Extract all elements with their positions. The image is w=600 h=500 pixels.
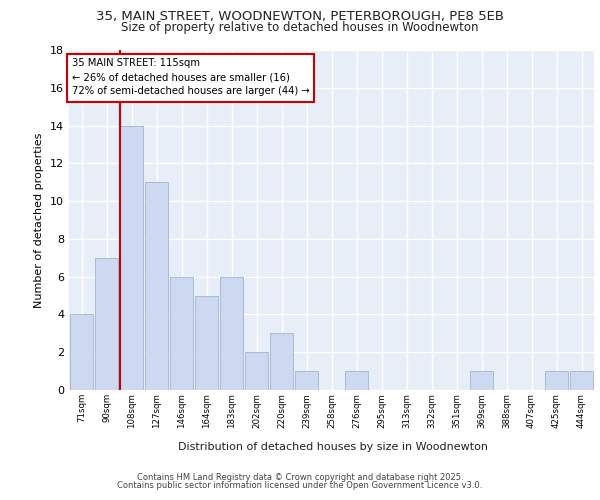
Bar [344,371,368,390]
Bar [269,334,293,390]
Bar [70,314,94,390]
Bar [119,126,143,390]
Y-axis label: Number of detached properties: Number of detached properties [34,132,44,308]
Text: Distribution of detached houses by size in Woodnewton: Distribution of detached houses by size … [178,442,488,452]
Bar [170,276,193,390]
Bar [220,276,244,390]
Bar [545,371,568,390]
Bar [95,258,118,390]
Text: Size of property relative to detached houses in Woodnewton: Size of property relative to detached ho… [121,21,479,34]
Bar [569,371,593,390]
Text: Contains public sector information licensed under the Open Government Licence v3: Contains public sector information licen… [118,481,482,490]
Text: 35 MAIN STREET: 115sqm
← 26% of detached houses are smaller (16)
72% of semi-det: 35 MAIN STREET: 115sqm ← 26% of detached… [71,58,310,96]
Bar [295,371,319,390]
Bar [470,371,493,390]
Bar [145,182,169,390]
Text: Contains HM Land Registry data © Crown copyright and database right 2025.: Contains HM Land Registry data © Crown c… [137,472,463,482]
Bar [245,352,268,390]
Text: 35, MAIN STREET, WOODNEWTON, PETERBOROUGH, PE8 5EB: 35, MAIN STREET, WOODNEWTON, PETERBOROUG… [96,10,504,23]
Bar [194,296,218,390]
